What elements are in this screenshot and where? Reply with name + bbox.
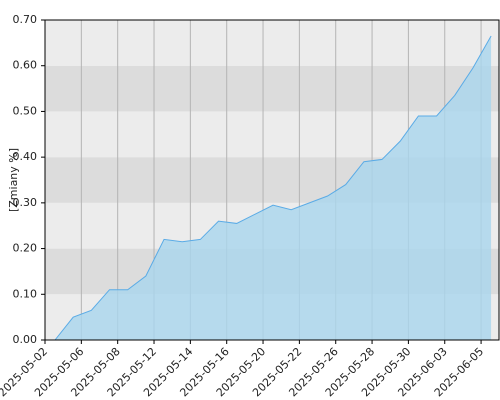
y-tick-label: 0.20 (13, 242, 38, 255)
grid-band (45, 20, 499, 66)
y-tick-label: 0.30 (13, 196, 38, 209)
y-tick-label: 0.70 (13, 13, 38, 26)
plot-frame (44, 19, 500, 341)
y-tick-label: 0.60 (13, 59, 38, 72)
y-axis-label: [Zmiany %] (7, 148, 20, 212)
grid-band (45, 65, 499, 112)
area-fill (55, 36, 492, 340)
y-tick-label: 0.00 (13, 333, 38, 346)
area-line (54, 35, 492, 341)
y-tick-label: 0.10 (13, 287, 38, 300)
y-tick-label: 0.50 (13, 104, 38, 117)
y-tick-label: 0.40 (13, 150, 38, 163)
